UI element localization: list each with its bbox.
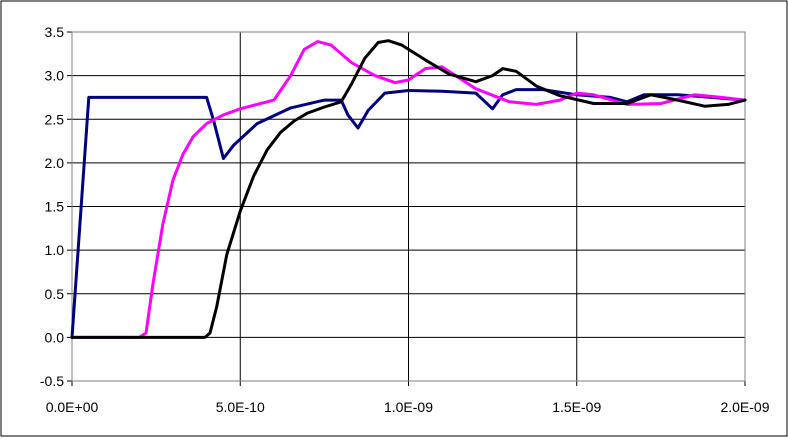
- series-lines: [70, 39, 747, 339]
- y-tick-label: 3.0: [45, 68, 65, 84]
- y-tick-label: 2.0: [45, 155, 65, 171]
- tick-labels: -0.5 0.0 0.5 1.0 1.5 2.0 2.5 3.0 3.5 0.0E+00 5.0E-…: [40, 24, 770, 415]
- series-line-1: [70, 88, 747, 339]
- series-line-2: [70, 40, 747, 339]
- y-tick-label: -0.5: [40, 373, 64, 389]
- y-tick-label: 0.0: [45, 329, 65, 345]
- plot-area-border: [71, 31, 746, 382]
- y-tick-label: 1.0: [45, 242, 65, 258]
- x-tick-label: 1.0E-09: [384, 399, 433, 415]
- y-tick-label: 3.5: [45, 24, 65, 40]
- x-tick-label: 5.0E-10: [216, 399, 265, 415]
- y-tick-label: 1.5: [45, 199, 65, 215]
- x-tick-label: 0.0E+00: [46, 399, 99, 415]
- series-line-3: [70, 39, 747, 339]
- y-tick-label: 2.5: [45, 111, 65, 127]
- y-tick-label: 0.5: [45, 286, 65, 302]
- x-tick-label: 1.5E-09: [552, 399, 601, 415]
- x-tick-label: 2.0E-09: [720, 399, 769, 415]
